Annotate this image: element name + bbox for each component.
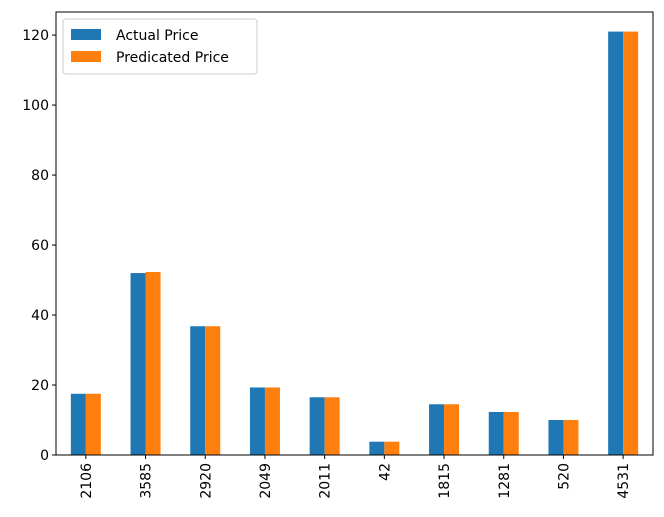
bar-predicted-3585 xyxy=(145,271,161,455)
y-tick-label: 0 xyxy=(40,448,49,464)
bar-predicted-2920 xyxy=(205,326,221,455)
legend: Actual Price Predicated Price xyxy=(62,18,258,75)
bar-actual-1281 xyxy=(488,411,504,455)
bar-predicted-1815 xyxy=(444,404,460,455)
legend-label: Actual Price xyxy=(116,28,198,44)
bar-actual-4531 xyxy=(608,31,624,455)
x-tick-label: 520 xyxy=(556,463,572,490)
y-tick-label: 20 xyxy=(31,378,49,394)
x-tick-label: 42 xyxy=(377,463,393,481)
y-tick-label: 40 xyxy=(31,308,49,324)
y-axis: 0 20 40 60 80 100 120 xyxy=(22,28,56,464)
x-tick-label: 2106 xyxy=(79,463,95,499)
bars-layer xyxy=(70,31,639,455)
bar-predicted-2011 xyxy=(324,397,340,455)
legend-box xyxy=(62,18,258,75)
x-tick-label: 2920 xyxy=(198,463,214,499)
x-tick-label: 2049 xyxy=(258,463,274,499)
legend-swatch xyxy=(71,51,101,62)
bar-predicted-42 xyxy=(384,441,400,455)
legend-swatch xyxy=(71,29,101,40)
bar-predicted-520 xyxy=(563,420,579,455)
bar-actual-2011 xyxy=(309,397,325,455)
y-tick-label: 120 xyxy=(22,28,49,44)
legend-label: Predicated Price xyxy=(116,50,229,66)
bar-actual-42 xyxy=(369,441,385,455)
y-tick-label: 60 xyxy=(31,238,49,254)
bar-predicted-2049 xyxy=(264,387,280,455)
bar-actual-3585 xyxy=(130,273,146,455)
bar-actual-2049 xyxy=(249,387,265,455)
x-tick-label: 2011 xyxy=(318,463,334,499)
bar-predicted-2106 xyxy=(85,393,101,455)
x-tick-label: 3585 xyxy=(139,463,155,499)
bar-actual-2920 xyxy=(190,326,206,455)
bar-predicted-1281 xyxy=(503,411,519,455)
plot-frame xyxy=(55,11,654,456)
y-tick-label: 80 xyxy=(31,168,49,184)
x-tick-label: 1815 xyxy=(437,463,453,499)
bar-actual-1815 xyxy=(429,404,445,455)
x-tick-label: 1281 xyxy=(497,463,513,499)
x-axis: 2106 3585 2920 2049 2011 42 1815 1281 520 4531 xyxy=(79,455,632,499)
bar-actual-2106 xyxy=(70,393,86,455)
y-tick-label: 100 xyxy=(22,98,49,114)
x-tick-label: 4531 xyxy=(616,463,632,499)
bar-predicted-4531 xyxy=(623,31,639,455)
bar-actual-520 xyxy=(548,420,564,455)
